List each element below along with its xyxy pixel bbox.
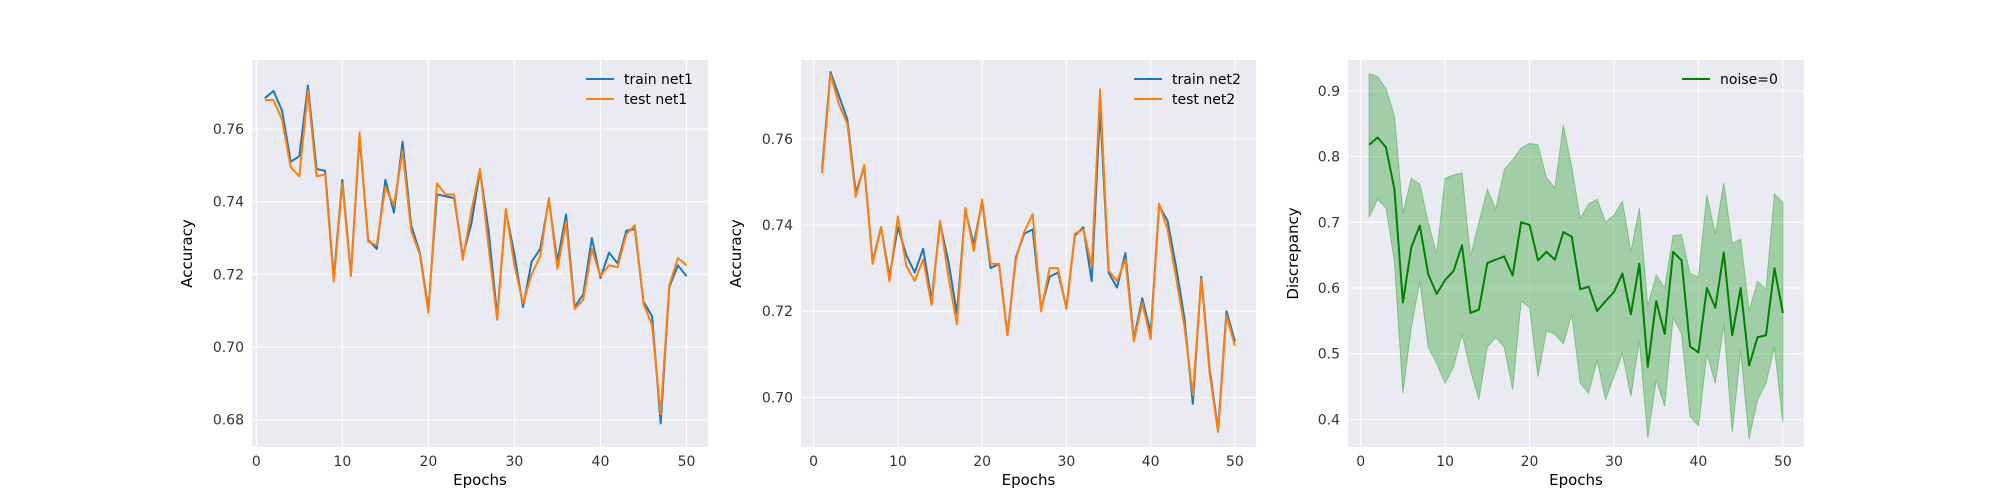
y-tick-label: 0.7	[1318, 215, 1340, 231]
x-tick-label: 50	[1226, 454, 1244, 470]
x-tick-label: 50	[678, 454, 696, 470]
legend-label: train net1	[624, 72, 693, 88]
y-tick-label: 0.76	[762, 132, 793, 148]
x-tick-label: 30	[1058, 454, 1076, 470]
y-tick-label: 0.76	[213, 122, 244, 138]
y-tick-label: 0.5	[1318, 347, 1340, 363]
plot-area	[801, 60, 1256, 447]
y-tick-label: 0.72	[213, 267, 244, 283]
confidence-band	[1368, 73, 1784, 440]
y-tick-label: 0.70	[213, 340, 244, 356]
series-line-2	[264, 89, 688, 416]
x-tick-label: 40	[1690, 454, 1708, 470]
subplot-3: 0.4 0.5 0.6 0.7 0.8 0.9 0 10 20 30 40 50 Epochs Discr…	[1284, 60, 1804, 489]
y-axis-label: Discrepancy	[1284, 207, 1302, 299]
y-tick-label: 0.4	[1318, 412, 1340, 428]
x-axis-label: Epochs	[1002, 471, 1056, 489]
x-axis-label: Epochs	[453, 471, 507, 489]
x-tick-label: 10	[889, 454, 907, 470]
x-tick-label: 30	[1605, 454, 1623, 470]
subplot-2: 0.70 0.72 0.74 0.76 0 10 20 30 40 50 Epochs Accurac…	[727, 60, 1256, 489]
y-tick-label: 0.70	[762, 390, 793, 406]
subplot-1: 0.68 0.70 0.72 0.74 0.76 0 10 20 30 40 50 Epochs Acc…	[178, 60, 708, 489]
legend-label: test net1	[624, 92, 687, 108]
y-tick-label: 0.74	[213, 195, 244, 211]
x-tick-label: 0	[252, 454, 261, 470]
legend-label: test net2	[1172, 92, 1235, 108]
x-tick-label: 0	[809, 454, 818, 470]
x-tick-label: 20	[419, 454, 437, 470]
x-tick-label: 50	[1774, 454, 1792, 470]
y-tick-label: 0.74	[762, 218, 793, 234]
series-line-2	[821, 73, 1236, 433]
plot-area	[252, 60, 708, 447]
legend-label: noise=0	[1720, 72, 1778, 88]
y-tick-label: 0.68	[213, 413, 244, 429]
x-tick-label: 10	[333, 454, 351, 470]
y-tick-label: 0.6	[1318, 281, 1340, 297]
x-tick-label: 20	[973, 454, 991, 470]
x-tick-label: 20	[1521, 454, 1539, 470]
y-axis-label: Accuracy	[727, 219, 745, 288]
y-tick-label: 0.8	[1318, 150, 1340, 166]
x-tick-label: 30	[506, 454, 524, 470]
legend-label: train net2	[1172, 72, 1241, 88]
x-tick-label: 40	[1142, 454, 1160, 470]
y-tick-label: 0.9	[1318, 84, 1340, 100]
y-axis-label: Accuracy	[178, 219, 196, 288]
x-axis-label: Epochs	[1549, 471, 1603, 489]
x-tick-label: 10	[1436, 454, 1454, 470]
series-line-1	[1368, 136, 1784, 368]
y-tick-label: 0.72	[762, 304, 793, 320]
x-tick-label: 0	[1356, 454, 1365, 470]
x-tick-label: 40	[592, 454, 610, 470]
